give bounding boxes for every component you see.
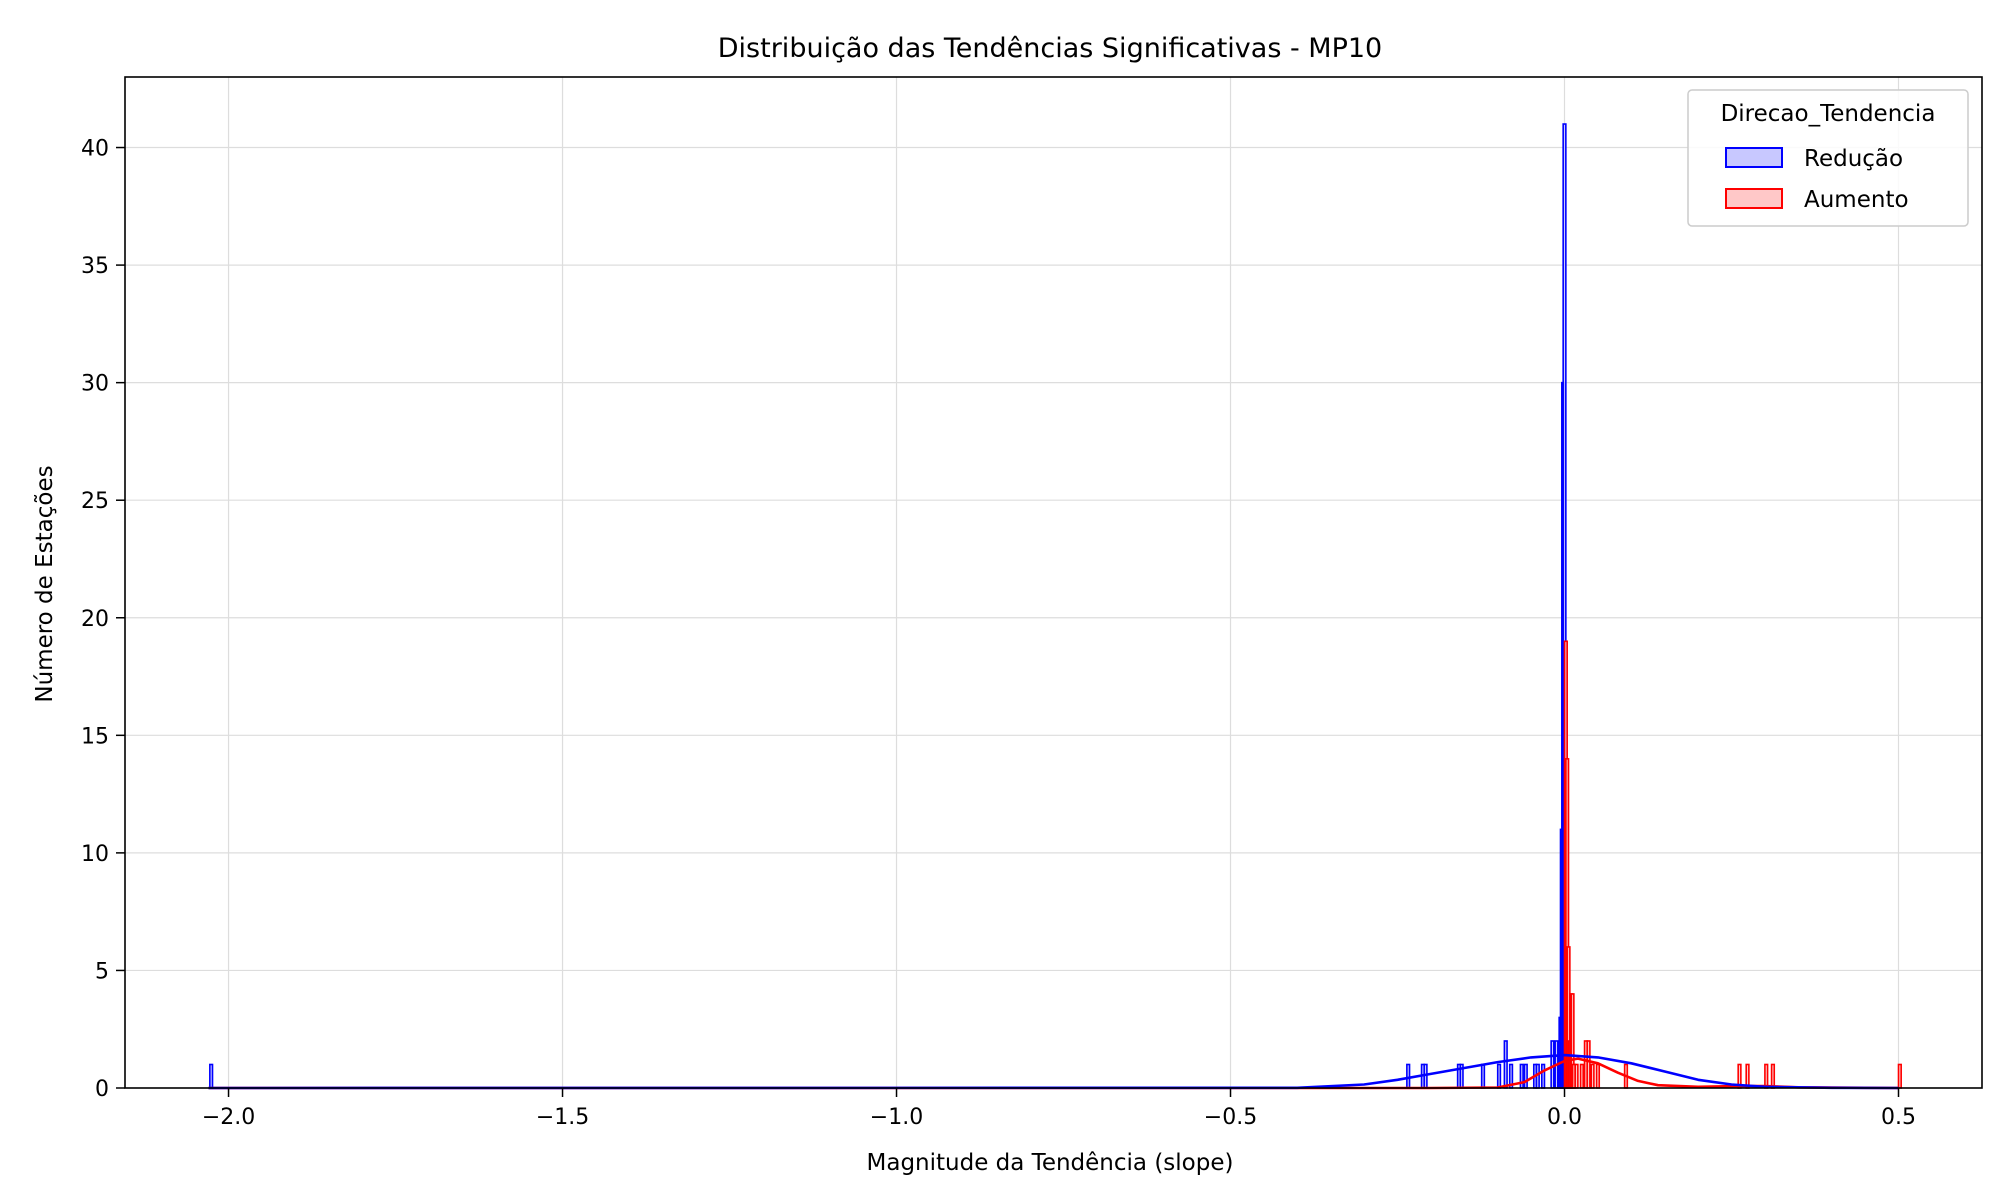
bar-reducao (209, 1063, 214, 1089)
x-axis-ticks: −2.0 −1.5 −1.0 −0.5 0.0 0.5 (202, 1088, 1916, 1130)
legend-label-aumento: Aumento (1804, 187, 1909, 213)
bar-aumento (1770, 1063, 1776, 1089)
y-axis-ticks: 0 5 10 15 20 25 30 35 40 (81, 137, 125, 1102)
x-tick-label: −1.5 (536, 1105, 589, 1130)
x-tick-label: −0.5 (1204, 1105, 1257, 1130)
kde-curves (208, 1053, 1899, 1090)
legend-label-reducao: Redução (1804, 146, 1903, 172)
legend-swatch-aumento (1725, 188, 1783, 209)
bar-aumento (1590, 1063, 1595, 1089)
y-tick-label: 10 (81, 842, 109, 867)
bar-reducao (1523, 1063, 1528, 1089)
bar-aumento (1595, 1063, 1601, 1089)
grid (125, 77, 1982, 1089)
x-tick-label: −1.0 (870, 1105, 923, 1130)
bar-aumento (1574, 1063, 1579, 1089)
bar-reducao (1519, 1063, 1524, 1089)
bar-aumento (1586, 1040, 1591, 1089)
y-tick-label: 40 (81, 137, 109, 162)
y-tick-label: 5 (95, 959, 109, 984)
bar-reducao (1503, 1040, 1508, 1089)
y-tick-label: 30 (81, 372, 109, 397)
plot-frame (124, 76, 1983, 1089)
legend: Direcao_Tendencia Redução Aumento (1687, 89, 1969, 227)
bar-reducao (1540, 1063, 1546, 1089)
x-axis-label: Magnitude da Tendência (slope) (867, 1150, 1234, 1176)
bar-aumento (1764, 1063, 1769, 1089)
y-tick-label: 0 (95, 1077, 109, 1102)
bar-reducao (1550, 1040, 1555, 1089)
legend-swatch-reducao (1725, 147, 1783, 168)
bar-reducao (1406, 1063, 1411, 1089)
bar-aumento (1897, 1063, 1902, 1089)
y-tick-label: 35 (81, 254, 109, 279)
bar-reducao (1496, 1063, 1502, 1089)
bar-reducao (1480, 1063, 1486, 1089)
bar-aumento (1579, 1063, 1585, 1089)
y-tick-label: 20 (81, 607, 109, 632)
y-tick-label: 25 (81, 489, 109, 514)
kde-line-reducao (208, 1053, 1899, 1090)
y-tick-label: 15 (81, 724, 109, 749)
x-tick-label: −2.0 (202, 1105, 255, 1130)
legend-title: Direcao_Tendencia (1721, 101, 1936, 127)
x-tick-label: 0.5 (1881, 1105, 1916, 1130)
x-tick-label: 0.0 (1547, 1105, 1582, 1130)
y-axis-label: Número de Estações (32, 465, 58, 702)
chart-title: Distribuição das Tendências Significativ… (718, 33, 1382, 64)
